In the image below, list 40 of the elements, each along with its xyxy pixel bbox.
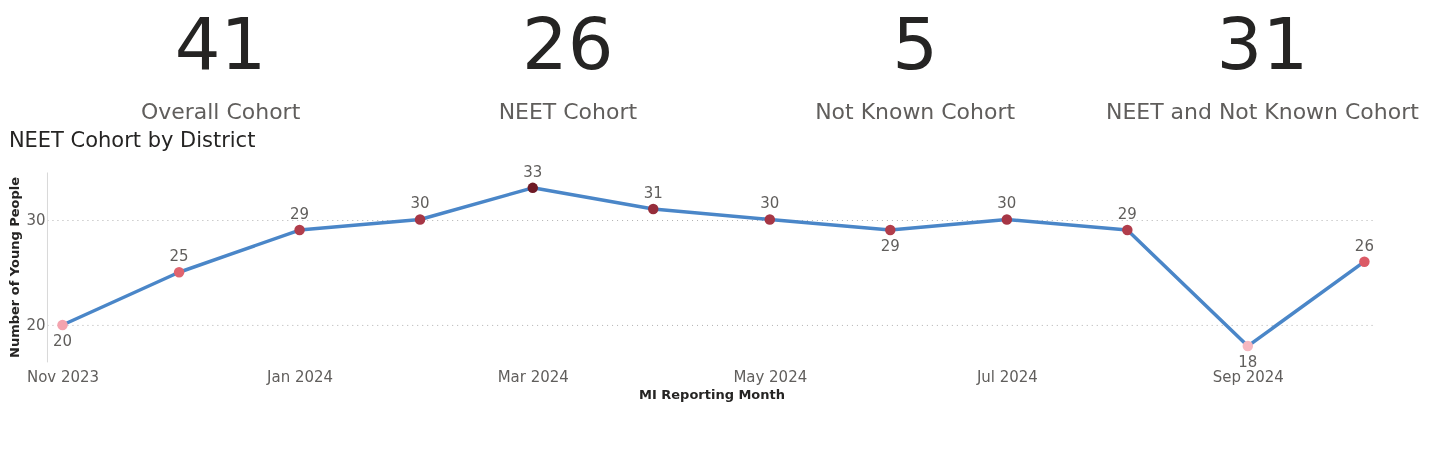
- x-tick-label: Sep 2024: [1212, 368, 1284, 387]
- point: [57, 319, 68, 331]
- point: [414, 214, 426, 225]
- y-axis-title: Number of Young People: [7, 176, 23, 358]
- data-label: 29: [1117, 205, 1137, 224]
- point: [1001, 214, 1013, 225]
- x-tick-label: Jan 2024: [266, 368, 334, 387]
- x-tick-label: Jul 2024: [975, 368, 1038, 387]
- category-label: Overall Cohort: [140, 99, 301, 125]
- point: [764, 214, 776, 225]
- point: [527, 182, 538, 194]
- data-label: 30: [997, 194, 1017, 213]
- point: [885, 224, 896, 236]
- category-label: Not Known Cohort: [815, 99, 1016, 125]
- data-label: 26: [522, 2, 614, 87]
- data-label: 5: [892, 2, 939, 87]
- category-label: NEET and Not Known Cohort: [1105, 99, 1420, 125]
- point: [173, 267, 185, 278]
- data-label: 29: [290, 205, 310, 224]
- data-label: 41: [174, 2, 267, 87]
- x-tick-label: May 2024: [733, 368, 808, 387]
- data-label: 30: [410, 194, 430, 213]
- point: [1242, 340, 1254, 352]
- x-tick-label: Mar 2024: [497, 368, 569, 387]
- data-label: 26: [1354, 236, 1374, 255]
- x-tick-label: Nov 2023: [26, 368, 100, 387]
- point: [1122, 224, 1133, 236]
- data-label: 31: [1216, 2, 1309, 87]
- data-label: 29: [880, 237, 900, 256]
- data-label: 31: [643, 183, 663, 202]
- x-axis-title: MI Reporting Month: [639, 387, 785, 403]
- point: [647, 203, 659, 215]
- data-label: 30: [760, 194, 780, 213]
- point: [294, 224, 305, 236]
- category-label: NEET Cohort: [498, 99, 638, 125]
- data-label: 25: [169, 247, 189, 266]
- data-label: 33: [523, 162, 543, 181]
- point: [1359, 256, 1370, 267]
- data-label: 20: [52, 331, 73, 350]
- chart-title: NEET Cohort by District: [8, 127, 256, 152]
